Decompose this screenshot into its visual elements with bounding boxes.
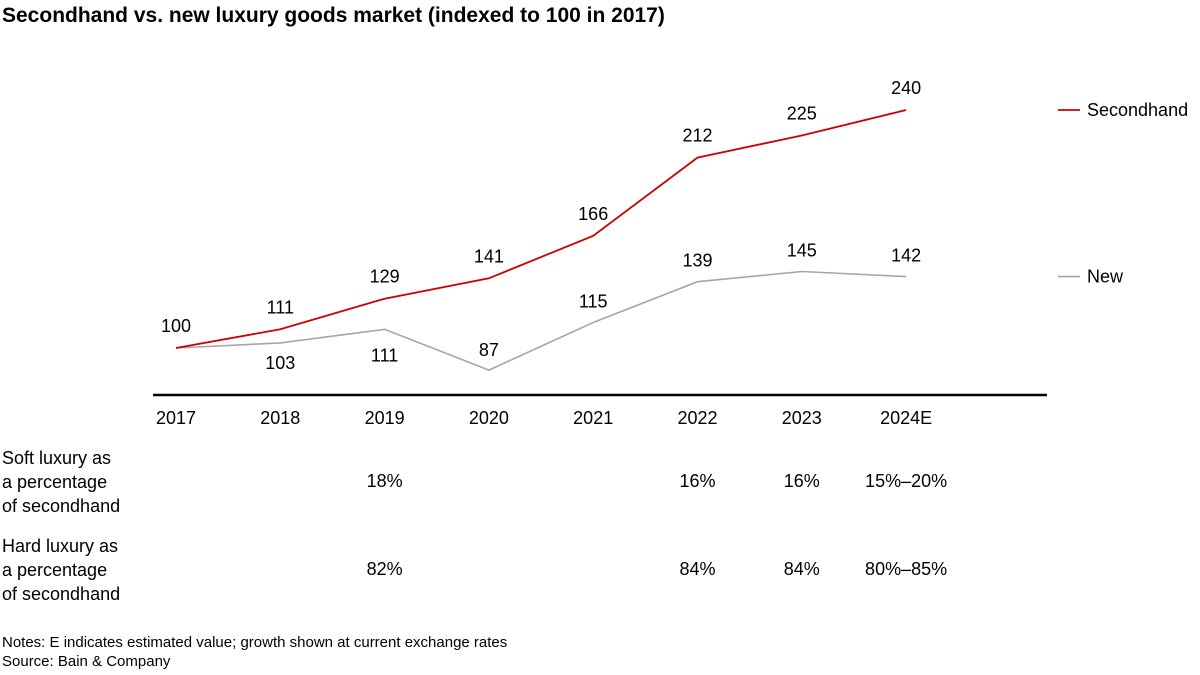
notes-text: Notes: E indicates estimated value; grow…	[2, 634, 508, 651]
hard-luxury-share-cell: 84%	[783, 559, 820, 579]
new-data-label: 139	[682, 251, 712, 271]
x-tick-label: 2022	[677, 408, 717, 428]
row-label-line: Hard luxury as	[2, 536, 119, 556]
hard-luxury-share-cell: 82%	[366, 559, 403, 579]
secondhand-data-label: 141	[474, 246, 504, 266]
secondhand-data-label: 166	[578, 204, 608, 224]
x-tick-label: 2023	[782, 408, 822, 428]
new-data-label: 87	[479, 340, 499, 360]
row-label-line: of secondhand	[2, 584, 121, 604]
row-label-line: a percentage	[2, 560, 108, 580]
secondhand-data-label: 100	[161, 316, 191, 336]
soft-luxury-row-label: Soft luxury as a percentage of secondhan…	[2, 446, 162, 518]
secondhand-data-label: 212	[682, 126, 712, 146]
chart-title: Secondhand vs. new luxury goods market (…	[2, 4, 665, 27]
secondhand-series-line	[175, 109, 907, 349]
secondhand-data-label: 129	[370, 267, 400, 287]
hard-luxury-share-cell: 80%–85%	[865, 559, 948, 579]
row-label-line: Soft luxury as	[2, 448, 112, 468]
secondhand-data-label: 111	[267, 297, 294, 317]
x-tick-label: 2024E	[880, 408, 932, 428]
x-tick-label: 2020	[469, 408, 509, 428]
row-label-line: a percentage	[2, 472, 108, 492]
new-series-line	[175, 270, 907, 371]
soft-luxury-share-cell: 16%	[679, 471, 716, 491]
source-text: Source: Bain & Company	[2, 653, 171, 670]
new-data-label: 103	[265, 353, 295, 373]
secondhand-data-label: 225	[787, 104, 817, 124]
soft-luxury-share-cell: 18%	[366, 471, 403, 491]
hard-luxury-share-cell: 84%	[679, 559, 716, 579]
new-legend-label: New	[1087, 267, 1124, 287]
new-data-label: 115	[579, 292, 608, 312]
x-tick-label: 2019	[365, 408, 405, 428]
new-data-label: 111	[371, 345, 398, 365]
row-label-line: of secondhand	[2, 496, 121, 516]
soft-luxury-share-cell: 16%	[783, 471, 820, 491]
new-data-label: 145	[787, 241, 817, 261]
soft-luxury-share-cell: 15%–20%	[865, 471, 948, 491]
line-chart: 2017 2018 2019 2020 2021 2022 2023 2024E 100 111 1…	[153, 78, 1188, 428]
hard-luxury-row-label: Hard luxury as a percentage of secondhan…	[2, 534, 162, 606]
x-tick-label: 2017	[156, 408, 196, 428]
x-tick-label: 2018	[260, 408, 300, 428]
new-data-label: 142	[891, 246, 921, 266]
x-tick-label: 2021	[573, 408, 613, 428]
secondhand-data-label: 240	[891, 78, 921, 98]
secondhand-legend-label: Secondhand	[1087, 100, 1188, 120]
